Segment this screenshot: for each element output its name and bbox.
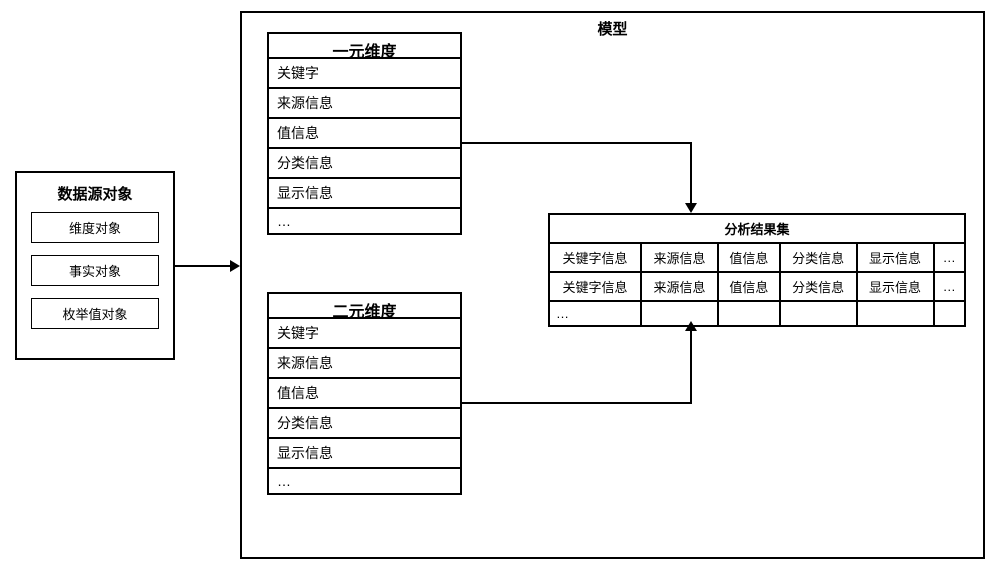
result-row: … xyxy=(549,301,965,326)
dim2-row: 分类信息 xyxy=(267,409,462,439)
arrow-dim2-result-v xyxy=(690,331,692,404)
dim1-row: 值信息 xyxy=(267,119,462,149)
dim2-row: 来源信息 xyxy=(267,349,462,379)
result-cell: 来源信息 xyxy=(641,272,718,301)
dim2-header: 二元维度 xyxy=(267,292,462,319)
result-row: 关键字信息 来源信息 值信息 分类信息 显示信息 … xyxy=(549,243,965,272)
dim1-table: 一元维度 关键字 来源信息 值信息 分类信息 显示信息 … xyxy=(267,32,462,235)
result-table: 分析结果集 关键字信息 来源信息 值信息 分类信息 显示信息 … 关键字信息 来… xyxy=(548,213,966,327)
result-cell: 显示信息 xyxy=(857,272,934,301)
dim1-row: 显示信息 xyxy=(267,179,462,209)
result-cell xyxy=(780,301,857,326)
arrow-dim1-result-h xyxy=(462,142,692,144)
arrow-dim1-result-v xyxy=(690,142,692,204)
arrow-dim2-result-head xyxy=(685,321,697,331)
result-cell: … xyxy=(549,301,641,326)
source-item: 维度对象 xyxy=(31,212,159,243)
result-cell: 来源信息 xyxy=(641,243,718,272)
arrow-dim1-result-head xyxy=(685,203,697,213)
arrow-src-model xyxy=(175,265,230,267)
dim2-row: 值信息 xyxy=(267,379,462,409)
dim1-header: 一元维度 xyxy=(267,32,462,59)
source-panel: 数据源对象 维度对象 事实对象 枚举值对象 xyxy=(15,171,175,360)
dim2-table: 二元维度 关键字 来源信息 值信息 分类信息 显示信息 … xyxy=(267,292,462,495)
result-cell: … xyxy=(934,243,965,272)
result-cell: 值信息 xyxy=(718,272,780,301)
source-item: 事实对象 xyxy=(31,255,159,286)
source-item: 枚举值对象 xyxy=(31,298,159,329)
result-cell: … xyxy=(934,272,965,301)
result-cell: 显示信息 xyxy=(857,243,934,272)
result-row: 关键字信息 来源信息 值信息 分类信息 显示信息 … xyxy=(549,272,965,301)
dim1-row: … xyxy=(267,209,462,235)
result-cell xyxy=(934,301,965,326)
result-cell: 关键字信息 xyxy=(549,272,641,301)
result-cell xyxy=(857,301,934,326)
result-cell: 关键字信息 xyxy=(549,243,641,272)
arrow-src-model-head xyxy=(230,260,240,272)
dim2-row: … xyxy=(267,469,462,495)
dim1-row: 分类信息 xyxy=(267,149,462,179)
dim1-row: 关键字 xyxy=(267,59,462,89)
result-header: 分析结果集 xyxy=(549,214,965,243)
result-cell: 分类信息 xyxy=(780,243,857,272)
dim2-row: 显示信息 xyxy=(267,439,462,469)
result-cell: 值信息 xyxy=(718,243,780,272)
result-cell: 分类信息 xyxy=(780,272,857,301)
dim2-row: 关键字 xyxy=(267,319,462,349)
arrow-dim2-result-h xyxy=(462,402,692,404)
result-cell xyxy=(718,301,780,326)
source-title: 数据源对象 xyxy=(17,173,173,212)
result-cell xyxy=(641,301,718,326)
dim1-row: 来源信息 xyxy=(267,89,462,119)
